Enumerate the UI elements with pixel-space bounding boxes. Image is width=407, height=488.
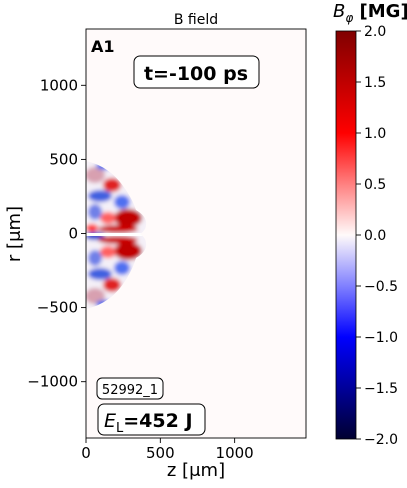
colorbar-tick-label: −1.5 [364, 381, 398, 397]
colorbar-symbol: B [333, 1, 345, 22]
y-axis-ticks: −1000 −500 0 500 1000 [27, 76, 86, 391]
x-axis-ticks: 0 500 1000 [81, 438, 254, 462]
y-tick-label: 500 [49, 150, 78, 168]
x-axis-label: z [μm] [167, 460, 225, 481]
colorbar [335, 30, 357, 440]
y-tick-label: −1000 [27, 373, 78, 391]
energy-label: EL=452 J [104, 410, 193, 436]
panel-label: A1 [91, 37, 115, 56]
energy-subscript: L [116, 421, 124, 436]
time-label: t=-100 ps [144, 63, 248, 85]
y-tick-label: 0 [68, 225, 78, 243]
colorbar-tick-label: −1.0 [364, 330, 398, 346]
time-box [133, 55, 260, 89]
energy-box [97, 403, 206, 436]
shot-id-box [96, 377, 164, 400]
y-tick-label: −500 [37, 299, 78, 317]
colorbar-tick-label: 1.0 [364, 126, 386, 142]
colorbar-tick-label: 1.5 [364, 75, 386, 91]
y-axis-label: r [μm] [4, 206, 25, 262]
x-tick-label: 1000 [216, 444, 254, 462]
colorbar-tick-label: −0.5 [364, 279, 398, 295]
x-tick-label: 500 [146, 444, 175, 462]
colorbar-tick-label: 2.0 [364, 24, 386, 40]
y-tick-label: 1000 [40, 76, 78, 94]
colorbar-ticks: 2.0 1.5 1.0 0.5 0.0 −0.5 −1.0 −1.5 −2.0 [356, 24, 398, 448]
colorbar-label: Bφ [MG] [333, 1, 407, 25]
shot-id: 52992_1 [102, 383, 158, 398]
colorbar-tick-label: 0.5 [364, 177, 386, 193]
energy-value: =452 J [123, 410, 192, 432]
colorbar-unit: [MG] [353, 1, 407, 22]
x-tick-label: 0 [81, 444, 91, 462]
energy-symbol: E [104, 410, 116, 432]
chart-title: B field [174, 12, 218, 28]
colorbar-tick-label: 0.0 [364, 228, 386, 244]
colorbar-tick-label: −2.0 [364, 432, 398, 448]
colorbar-subscript: φ [345, 11, 353, 25]
